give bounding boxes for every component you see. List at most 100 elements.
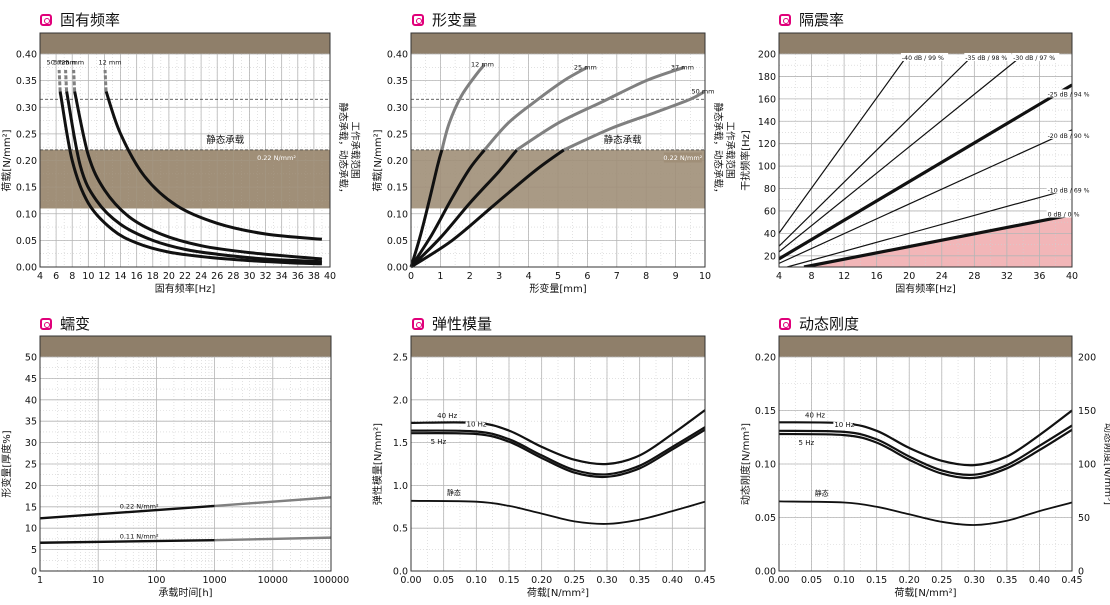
series-label-bg bbox=[1046, 185, 1094, 194]
x-tick-label: 0 bbox=[408, 271, 414, 282]
series-line bbox=[779, 129, 1072, 264]
y2-tick-label: 150 bbox=[1078, 406, 1096, 417]
y-tick-label: 50 bbox=[25, 353, 37, 364]
y-axis-label: 干扰频率[Hz] bbox=[739, 130, 752, 191]
title-deformation: 形变量 bbox=[412, 9, 477, 30]
series-label: -30 dB / 97 % bbox=[1013, 55, 1055, 62]
series-line bbox=[410, 499, 706, 525]
x-tick-label: 0.05 bbox=[801, 575, 822, 586]
x-tick-label: 32 bbox=[260, 271, 272, 282]
series-line bbox=[409, 149, 444, 268]
series-label: -10 dB / 69 % bbox=[1048, 187, 1090, 194]
series-line bbox=[563, 89, 706, 152]
x-axis-label: 形变量[mm] bbox=[529, 282, 586, 295]
plot-border bbox=[39, 335, 332, 572]
y-tick-label: 0.00 bbox=[16, 263, 37, 274]
load-value-label: 0.22 N/mm² bbox=[257, 154, 296, 162]
load-range-band bbox=[411, 149, 705, 209]
x-tick-label: 0.30 bbox=[964, 575, 985, 586]
x-axis-label: 固有频率[Hz] bbox=[895, 282, 956, 295]
x-tick-label: 10000 bbox=[258, 575, 288, 586]
x-tick-label: 0.30 bbox=[596, 575, 617, 586]
x-tick-label: 10 bbox=[699, 271, 711, 282]
title-marker-icon bbox=[779, 14, 791, 26]
title-marker-icon bbox=[779, 318, 791, 330]
x-tick-label: 0.15 bbox=[498, 575, 519, 586]
y-tick-label: 1.5 bbox=[393, 438, 408, 449]
x-tick-label: 100000 bbox=[313, 575, 349, 586]
x-tick-label: 0.40 bbox=[662, 575, 683, 586]
y-tick-label: 25 bbox=[25, 460, 37, 471]
chart-dynamic-stiffness: 40 Hz 10 Hz 5 Hz 静态 0.00 0.05 0.10 0.15 0.20 0.25… bbox=[739, 335, 1110, 599]
isolation-lines bbox=[779, 54, 1072, 267]
series-line bbox=[39, 538, 215, 544]
x-tick-label: 0.10 bbox=[466, 575, 487, 586]
x-tick-label: 26 bbox=[211, 271, 223, 282]
y-tick-label: 0.15 bbox=[755, 406, 776, 417]
x-tick-label: 36 bbox=[292, 271, 304, 282]
x-tick-label: 9 bbox=[673, 271, 679, 282]
header-bar bbox=[40, 33, 330, 54]
y-tick-label: 100 bbox=[758, 162, 776, 173]
x-tick-label: 20 bbox=[903, 271, 915, 282]
x-tick-label: 7 bbox=[614, 271, 620, 282]
x-tick-label: 4 bbox=[526, 271, 532, 282]
series-label: 25 mm bbox=[61, 59, 84, 67]
header-bar bbox=[779, 336, 1072, 357]
title-text: 动态刚度 bbox=[799, 315, 860, 333]
x-tick-label: 4 bbox=[37, 271, 43, 282]
series-extension bbox=[57, 69, 62, 92]
x-tick-label: 0.10 bbox=[834, 575, 855, 586]
y-tick-label: 2.5 bbox=[393, 353, 408, 364]
title-marker-icon bbox=[40, 318, 52, 330]
y-axis-label: 动态刚度[N/mm³] bbox=[739, 423, 752, 505]
title-marker-icon bbox=[412, 14, 424, 26]
y-tick-label: 0.5 bbox=[393, 524, 408, 535]
x-tick-label: 38 bbox=[308, 271, 320, 282]
y-tick-label: 40 bbox=[764, 229, 776, 240]
series-label-bg bbox=[1046, 209, 1084, 218]
title-text: 蠕变 bbox=[60, 315, 91, 333]
x-axis-label: 固有频率[Hz] bbox=[155, 282, 216, 295]
y2-tick-label: 200 bbox=[1078, 353, 1096, 364]
title-text: 隔震率 bbox=[799, 11, 845, 29]
y-tick-label: 20 bbox=[764, 251, 776, 262]
x-tick-label: 24 bbox=[195, 271, 207, 282]
y-tick-label: 0.10 bbox=[16, 209, 37, 220]
y-axis-label: 荷载[N/mm²] bbox=[372, 129, 384, 191]
x-tick-label: 0.20 bbox=[899, 575, 920, 586]
title-natural-frequency: 固有频率 bbox=[40, 9, 120, 30]
x-tick-label: 0.15 bbox=[866, 575, 887, 586]
y-tick-label: 0.15 bbox=[16, 183, 37, 194]
chart-elastic-modulus: 40 Hz 10 Hz 5 Hz 静态 0.00 0.05 0.10 0.15 0.20 0.25… bbox=[371, 335, 716, 599]
x-tick-label: 0.45 bbox=[694, 575, 715, 586]
series-label: 12 mm bbox=[99, 59, 122, 67]
header-bar bbox=[411, 336, 705, 357]
y-tick-label: 140 bbox=[758, 117, 776, 128]
y-tick-label: 200 bbox=[758, 50, 776, 61]
static-load-label: 静态承载 bbox=[604, 134, 643, 146]
chart-isolation: 0 dB / 0 % -10 dB / 69 % -20 dB / 90 % -25 … bbox=[739, 32, 1094, 295]
x-tick-label: 28 bbox=[227, 271, 239, 282]
title-text: 固有频率 bbox=[60, 11, 121, 29]
series-line bbox=[786, 187, 1072, 267]
x-tick-label: 14 bbox=[115, 271, 127, 282]
x-tick-label: 40 bbox=[324, 271, 336, 282]
y-tick-label: 0.15 bbox=[387, 183, 408, 194]
x-tick-label: 34 bbox=[276, 271, 288, 282]
y-tick-label: 180 bbox=[758, 72, 776, 83]
series-line bbox=[409, 148, 518, 269]
title-text: 形变量 bbox=[432, 11, 478, 29]
x-tick-label: 0.05 bbox=[433, 575, 454, 586]
x-tick-label: 2 bbox=[467, 271, 473, 282]
series-label: 5 Hz bbox=[431, 438, 447, 446]
series-label: 50 mm bbox=[47, 59, 70, 67]
x-tick-label: 40 bbox=[1066, 271, 1078, 282]
series-line bbox=[409, 148, 486, 268]
series-label: 25 mm bbox=[574, 63, 597, 71]
y-tick-label: 35 bbox=[25, 417, 37, 428]
series-label: 5 Hz bbox=[799, 439, 815, 447]
x-tick-label: 6 bbox=[584, 271, 590, 282]
x-tick-label: 4 bbox=[776, 271, 782, 282]
